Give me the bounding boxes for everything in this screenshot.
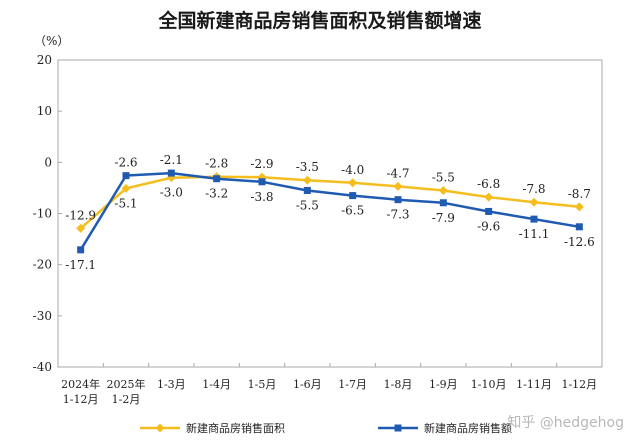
x-tick-label: 2024年 (61, 377, 100, 391)
x-tick-label: 1-3月 (157, 378, 186, 391)
area-data-point (529, 197, 539, 207)
x-tick-label: 1-11月 (516, 378, 552, 391)
x-tick-label: 1-6月 (293, 378, 322, 391)
area-data-label: -12.9 (65, 208, 96, 222)
area-data-point (484, 192, 494, 202)
y-tick-label: -30 (33, 309, 52, 323)
area-data-label: -2.9 (250, 157, 273, 171)
x-tick-label: 1-5月 (248, 378, 277, 391)
chart-title: 全国新建商品房销售面积及销售额增速 (157, 9, 481, 32)
sales-data-point (77, 246, 85, 254)
sales-data-point (349, 192, 357, 200)
y-tick-label: -40 (33, 360, 52, 374)
area-data-label: -4.7 (386, 166, 409, 180)
legend: 新建商品房销售面积 新建商品房销售额 (140, 421, 512, 435)
area-data-point (76, 223, 86, 233)
y-tick-label: -20 (33, 258, 52, 272)
x-tick-label: 1-7月 (338, 378, 367, 391)
sales-data-label: -3.8 (250, 190, 273, 204)
legend-label: 新建商品房销售额 (424, 421, 512, 435)
sales-data-label: -2.1 (160, 153, 183, 167)
area-data-label: -2.8 (205, 157, 228, 171)
x-axis: 2024年 1-12月 2025年 1-2月 1-3月 1-4月 1-5月 1-6月 1-7月 1… (61, 363, 597, 406)
sales-data-point (530, 215, 538, 223)
x-tick-label: 1-12月 (561, 378, 597, 391)
sales-data-label: -2.6 (114, 156, 137, 170)
y-axis-unit: （%） (34, 34, 69, 48)
y-axis: 20 10 0 -10 -20 -30 -40 (33, 53, 62, 374)
area-data-label: -3.0 (160, 186, 183, 200)
x-tick-label: 1-12月 (63, 393, 99, 406)
area-data-label: -5.5 (432, 170, 455, 184)
legend-label: 新建商品房销售面积 (186, 421, 285, 435)
area-data-label: -3.5 (296, 160, 319, 174)
data-label-layer: -12.9 -17.1 -5.1 -2.6 -3.0 -2.1 -2.8 -3.2 -2.9 -3… (65, 153, 594, 272)
legend-marker (155, 423, 165, 433)
x-tick-label: 1-9月 (429, 378, 458, 391)
sales-data-label: -7.9 (432, 211, 455, 225)
y-tick-label: 10 (37, 104, 52, 118)
sales-data-label: -12.6 (564, 235, 595, 249)
sales-data-label: -6.5 (341, 204, 364, 218)
y-tick-label: 20 (37, 53, 52, 67)
area-data-label: -5.1 (114, 196, 137, 210)
area-data-point (302, 175, 312, 185)
sales-series-line (79, 171, 580, 251)
sales-data-label: -7.3 (386, 208, 409, 222)
area-data-point (438, 185, 448, 195)
area-data-label: -6.8 (477, 177, 500, 191)
area-data-point (121, 183, 131, 193)
area-data-label: -7.8 (522, 182, 545, 196)
sales-data-label: -3.2 (205, 187, 228, 201)
watermark: 知乎 @hedgehog (507, 414, 624, 431)
area-data-point (574, 202, 584, 212)
legend-marker (394, 424, 402, 432)
sales-data-point (258, 178, 266, 186)
x-tick-label: 1-4月 (202, 378, 231, 391)
sales-data-point (394, 196, 402, 204)
x-tick-label: 2025年 (107, 377, 146, 391)
area-data-point (393, 181, 403, 191)
plot-frame (57, 59, 603, 368)
sales-data-label: -11.1 (519, 227, 550, 241)
y-tick-label: 0 (44, 155, 52, 169)
sales-data-point (213, 175, 221, 183)
area-data-label: -4.0 (341, 163, 364, 177)
y-tick-label: -10 (33, 207, 52, 221)
sales-data-point (439, 199, 447, 207)
x-tick-label: 1-2月 (112, 393, 141, 406)
sales-data-label: -9.6 (477, 219, 500, 233)
x-tick-label: 1-8月 (384, 378, 413, 391)
area-series-line (79, 175, 580, 230)
series-layer (76, 169, 584, 254)
sales-data-point (575, 223, 583, 231)
area-data-label: -8.7 (568, 187, 591, 201)
sales-data-point (167, 169, 175, 177)
sales-data-label: -17.1 (65, 258, 96, 272)
sales-data-label: -5.5 (296, 198, 319, 212)
sales-data-point (485, 207, 493, 215)
area-data-point (348, 178, 358, 188)
sales-data-point (122, 172, 130, 180)
sales-data-point (303, 186, 311, 194)
x-tick-label: 1-10月 (471, 378, 507, 391)
